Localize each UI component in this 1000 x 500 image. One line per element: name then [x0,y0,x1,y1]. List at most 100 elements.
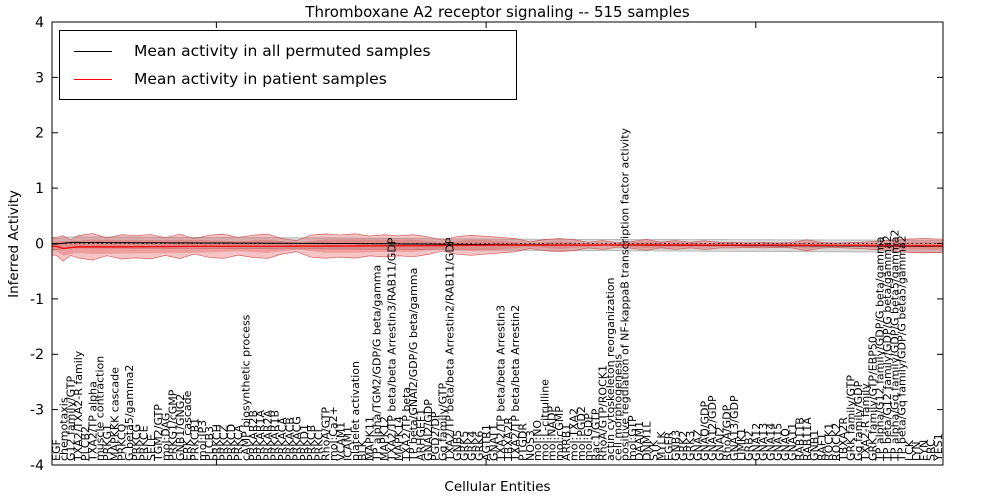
entity-label: GNAQ [779,428,792,461]
entity-label: ERK cascade [181,390,194,461]
entity-label: PRKCQ [116,423,129,461]
entity-label: TP alpha/G12 family/GDP/G beta/gamma [874,237,887,462]
entity-label: GNAI2 [713,426,726,461]
entity-label: PRKG1/cGMP [167,389,180,461]
entity-label: GNB1 [808,430,821,461]
entity-label: ARRB1 [560,424,573,461]
legend-item: Mean activity in patient samples [60,65,516,93]
entity-label: PRKACB [283,417,296,461]
entity-label: mol:IP3 [196,420,209,461]
entity-label: mol:DAG [159,413,172,461]
entity-label: ICAM1 [342,426,355,461]
entity-label: MAPKKK cascade [108,367,121,461]
entity-label: PRKCB [305,425,318,461]
entity-label: PRKCB1 [189,418,202,461]
entity-label: G beta5/gamma2 [123,365,136,461]
entity-label: GNAT1 [487,424,500,461]
entity-label: PLCB3 [203,426,216,461]
entity-label: RAF1 [815,433,828,461]
entity-label: TBXA2R [837,417,850,462]
entity-label: VCAM1 [334,422,347,461]
entity-label: ROCK2 [830,423,843,461]
entity-label: TGM2/GTP [152,404,165,462]
entity-label: PRKCZ [218,424,231,461]
entity-label: TXA2/TP alpha [86,381,99,462]
entity-label: mol:TXA2 [568,408,581,461]
entity-label: PTGDR [517,423,530,461]
entity-label: YES1 [932,433,945,462]
entity-label: chemotaxis [57,397,70,461]
entity-label: GNA14 [764,423,777,461]
legend-item-label: Mean activity in patient samples [134,70,387,88]
line-layer [52,241,943,250]
entity-label: PRKACG [291,416,304,461]
entity-label: SYK [648,439,661,461]
entity-label: PRKCI [312,429,325,461]
legend-item-label: Mean activity in all permuted samples [134,42,431,60]
entity-label: GNA11 [786,423,799,461]
entity-label: FYN [917,440,930,461]
permuted-line-sample-icon [74,50,112,52]
entity-label: PRKCD [225,424,238,461]
y-tick-label: 2 [35,126,44,142]
entity-label: positive regulation of NF-kappaB transcr… [619,127,632,461]
entity-label: TP alpha/TGM2/GDP/G beta/gamma [371,265,384,462]
patient-line-sample-icon [74,78,112,80]
entity-label: mol:GTP [626,415,639,461]
entity-label: mol:PGD2 [575,406,588,461]
entity-label: PRKD1 [298,424,311,461]
legend-item: Mean activity in all permuted samples [60,37,516,65]
entity-label: GNA12/GDP [706,395,719,461]
entity-label: G12 family/GTP [65,375,78,461]
entity-label: mol:Ca2+ [327,406,340,461]
entity-label: TXA2/TXA2-R family [72,350,85,462]
entity-label: MAPK14 [393,416,406,461]
entity-label: LCK [903,439,916,461]
y-tick-label: -2 [30,347,44,363]
entity-label: DAAM1 [633,421,646,461]
entity-label: ARHGEF1 [415,409,428,461]
y-tick-label: 1 [35,181,44,197]
entity-label: PRKCA [232,424,245,461]
entity-label: GNA13 [757,423,770,461]
entity-label: mol:L-citrulline [538,379,551,461]
y-tick-label: -3 [30,403,44,419]
entity-label: AGTR1 [480,424,493,461]
entity-label: PRKAR2A [261,410,274,461]
entity-label: PLCB2 [79,426,92,461]
entity-label: RhoA/GTP [320,407,333,461]
entity-label: Gq family/GDP [852,380,865,461]
entity-label: cell morphogenesis [611,354,624,461]
entity-label: GNB1/GNG2 [174,394,187,461]
entity-label: PRKCH [210,424,223,461]
entity-label: ROCK1 [823,423,836,461]
entity-label: TXA2/TP beta [400,387,413,462]
entity-label: LYN [910,441,923,461]
entity-label: muscle contraction [94,356,107,461]
entity-label: mol:NADP [546,406,559,461]
entity-label: TP beta/GNAI2/GDP/G beta/gamma [407,268,420,462]
entity-label: TP beta/G12 family/GDP/G beta/gamma2 [881,235,894,462]
legend: Mean activity in all permuted samples Me… [59,30,517,100]
entity-label: TP beta/Gq family/GDP/G beta5/gamma2 [896,235,909,462]
entity-label: NOS3 [524,430,537,461]
entity-label: BLK [356,439,369,461]
entity-label: mol:NO [531,420,544,461]
entity-label: EGFR [662,431,675,461]
entity-label: GRK3 [684,431,697,461]
entity-label: PRKACA [276,417,289,461]
entity-label: TP alpha/Gq family/GDP/G beta5/gamma2 [888,230,901,462]
entity-label: mol:cGMP [553,406,566,461]
entity-label: GNA13/GDP [728,395,741,461]
entity-label: RhoA/GTP/ROCK1 [597,365,610,461]
series-line-patient [52,244,943,250]
entity-label: DNM1L [640,421,653,461]
entity-label: GRK4 [466,431,479,461]
y-tick-label: -1 [30,292,44,308]
entity-label: GRK family/GTP [845,375,858,461]
entity-label: PRKCE [138,425,151,461]
entity-label: PRKAR2B [247,410,260,461]
